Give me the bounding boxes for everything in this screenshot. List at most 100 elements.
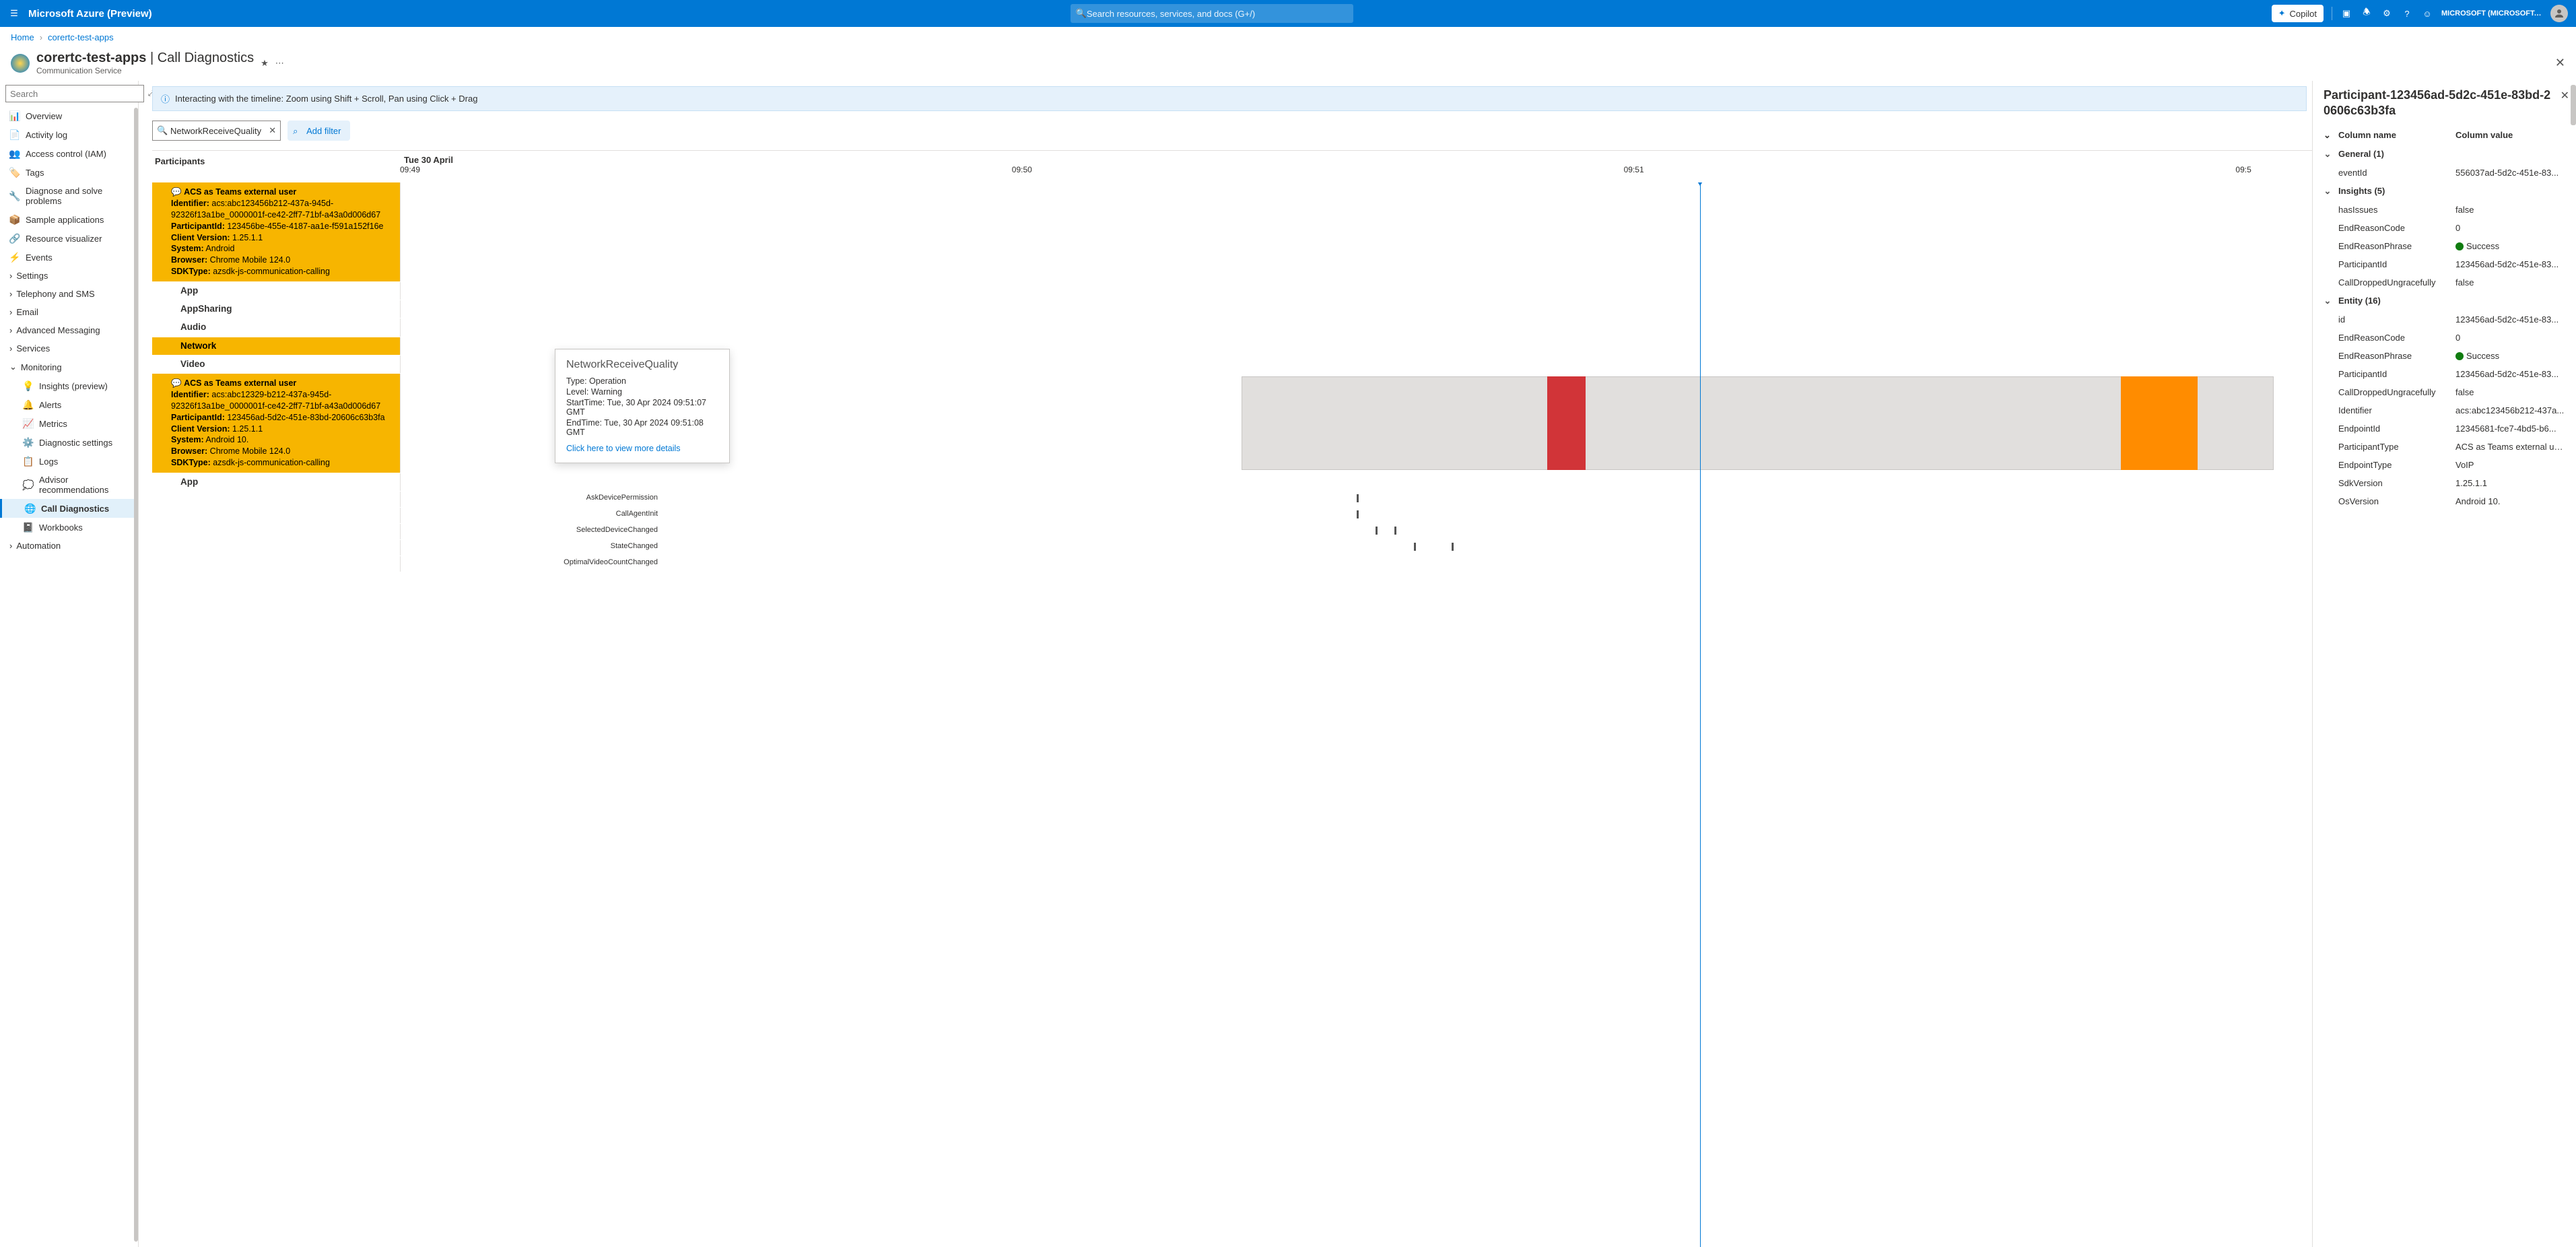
nav-item[interactable]: 📈Metrics — [0, 414, 138, 433]
timeline-row[interactable]: ▸Video — [152, 356, 2312, 374]
nav-section[interactable]: ›Telephony and SMS — [0, 285, 138, 303]
nav-item[interactable]: 💡Insights (preview) — [0, 376, 138, 395]
timeline-cell[interactable] — [400, 282, 2312, 300]
nav-item[interactable]: 📋Logs — [0, 452, 138, 471]
nav-section[interactable]: ⌄Monitoring — [0, 358, 138, 376]
filter-chip[interactable]: 🔍 NetworkReceiveQuality ✕ — [152, 121, 281, 141]
nav-section[interactable]: ›Services — [0, 339, 138, 358]
timeline-cell[interactable] — [400, 318, 2312, 336]
teams-icon: 💬 — [171, 378, 182, 388]
timeline-cell[interactable]: AskDevicePermission — [400, 492, 2312, 507]
timeline-cell[interactable] — [400, 300, 2312, 318]
timeline-cell[interactable]: CallAgentInit — [400, 508, 2312, 523]
nav-section[interactable]: ›Advanced Messaging — [0, 321, 138, 339]
feedback-icon[interactable]: ☺ — [2421, 9, 2433, 19]
detail-section[interactable]: ⌄General (1) — [2313, 145, 2576, 164]
copilot-label: Copilot — [2290, 9, 2317, 19]
detail-key: EndReasonCode — [2338, 333, 2455, 343]
avatar[interactable] — [2550, 5, 2568, 22]
nav-item[interactable]: ⚡Events — [0, 248, 138, 267]
timeline-row[interactable]: ▾💬 ACS as Teams external user Identifier… — [152, 182, 2312, 282]
filter-icon: ⌕ — [293, 126, 298, 137]
title-sub: | Call Diagnostics — [146, 50, 254, 65]
scrollbar[interactable] — [2571, 85, 2576, 125]
close-blade-button[interactable]: ✕ — [2555, 56, 2565, 70]
help-icon[interactable]: ? — [2401, 9, 2413, 19]
detail-value: false — [2455, 277, 2565, 288]
nav-section-label: Email — [16, 307, 38, 317]
nav-item[interactable]: 📄Activity log — [0, 125, 138, 144]
timeline-row[interactable]: SelectedDeviceChanged — [152, 524, 2312, 540]
detail-row: EndReasonPhraseSuccess — [2313, 347, 2576, 365]
more-button[interactable]: ⋯ — [275, 58, 284, 69]
timeline-cell[interactable] — [400, 182, 2312, 281]
detail-row: SdkVersion1.25.1.1 — [2313, 474, 2576, 492]
timeline-cell[interactable]: SelectedDeviceChanged — [400, 524, 2312, 539]
timeline-row[interactable]: ▸Audio — [152, 318, 2312, 337]
detail-key: EndReasonPhrase — [2338, 241, 2455, 251]
timeline-row[interactable]: ▸AppSharing — [152, 300, 2312, 318]
nav-item[interactable]: 🌐Call Diagnostics — [0, 499, 138, 518]
nav-section-label: Settings — [16, 271, 48, 281]
favorite-button[interactable]: ★ — [261, 58, 269, 69]
scrollbar[interactable] — [134, 108, 138, 1242]
close-panel-button[interactable]: ✕ — [2561, 89, 2569, 102]
nav-item[interactable]: 📓Workbooks — [0, 518, 138, 537]
detail-section[interactable]: ⌄Insights (5) — [2313, 182, 2576, 201]
nav-section[interactable]: ›Automation — [0, 537, 138, 555]
detail-key: id — [2338, 314, 2455, 325]
clear-filter-icon[interactable]: ✕ — [269, 125, 276, 136]
nav-icon: 🔔 — [23, 399, 34, 410]
global-search[interactable]: 🔍 — [1071, 4, 1353, 23]
timeline-row[interactable]: OptimalVideoCountChanged — [152, 556, 2312, 572]
timeline-row[interactable]: App — [152, 282, 2312, 300]
detail-key: Identifier — [2338, 405, 2455, 415]
nav-item[interactable]: ⚙️Diagnostic settings — [0, 433, 138, 452]
chevron-down-icon[interactable]: ⌄ — [2324, 130, 2338, 141]
info-bar: ⓘ Interacting with the timeline: Zoom us… — [152, 86, 2307, 111]
copilot-button[interactable]: ✦ Copilot — [2272, 5, 2324, 22]
timeline-cell[interactable] — [400, 473, 2312, 491]
detail-section[interactable]: ⌄Entity (16) — [2313, 292, 2576, 310]
nav-section-label: Services — [16, 343, 50, 353]
cloudshell-icon[interactable]: ▣ — [2340, 8, 2352, 19]
timeline-body[interactable]: ▾💬 ACS as Teams external user Identifier… — [152, 182, 2312, 1247]
chevron-down-icon: ⌄ — [2324, 296, 2332, 306]
filter-value: NetworkReceiveQuality — [170, 126, 261, 136]
nav-section[interactable]: ›Settings — [0, 267, 138, 285]
notifications-icon[interactable]: 🕭 — [2361, 6, 2373, 21]
nav-label: Sample applications — [26, 215, 104, 225]
hamburger-icon[interactable]: ☰ — [8, 8, 20, 19]
settings-icon[interactable]: ⚙ — [2381, 8, 2393, 19]
breadcrumb-current[interactable]: corertc-test-apps — [48, 32, 114, 42]
timeline-row[interactable]: ▾💬 ACS as Teams external user Identifier… — [152, 374, 2312, 473]
breadcrumb-home[interactable]: Home — [11, 32, 34, 42]
global-search-input[interactable] — [1087, 9, 1348, 19]
timeline-row[interactable]: Network — [152, 337, 2312, 356]
timeline-row[interactable]: AskDevicePermission — [152, 492, 2312, 508]
nav-item[interactable]: 👥Access control (IAM) — [0, 144, 138, 163]
nav-item[interactable]: 🔗Resource visualizer — [0, 229, 138, 248]
timeline-cell[interactable]: OptimalVideoCountChanged — [400, 556, 2312, 572]
timeline-row[interactable]: CallAgentInit — [152, 508, 2312, 524]
nav-item[interactable]: 🏷️Tags — [0, 163, 138, 182]
detail-row: EndReasonCode0 — [2313, 329, 2576, 347]
account-label[interactable]: MICROSOFT (MICROSOFT.ONMI... — [2441, 9, 2542, 18]
nav-item[interactable]: 🔧Diagnose and solve problems — [0, 182, 138, 210]
nav-item[interactable]: 🔔Alerts — [0, 395, 138, 414]
nav-item[interactable]: 💭Advisor recommendations — [0, 471, 138, 499]
tooltip-link[interactable]: Click here to view more details — [566, 444, 718, 453]
page-header: corertc-test-apps | Call Diagnostics Com… — [0, 48, 2576, 81]
detail-value: 1.25.1.1 — [2455, 478, 2565, 488]
nav-item[interactable]: 📦Sample applications — [0, 210, 138, 229]
timeline-row[interactable]: StateChanged — [152, 540, 2312, 556]
add-filter-button[interactable]: ⌕ Add filter — [287, 121, 350, 141]
timeline-row[interactable]: App — [152, 473, 2312, 492]
timeline-date: Tue 30 April — [400, 151, 2312, 165]
nav-section[interactable]: ›Email — [0, 303, 138, 321]
center-pane: ⓘ Interacting with the timeline: Zoom us… — [139, 81, 2312, 1247]
nav-search-input[interactable] — [5, 85, 144, 102]
nav-item[interactable]: 📊Overview — [0, 106, 138, 125]
detail-row: EndReasonCode0 — [2313, 219, 2576, 237]
timeline-cell[interactable]: StateChanged — [400, 540, 2312, 555]
